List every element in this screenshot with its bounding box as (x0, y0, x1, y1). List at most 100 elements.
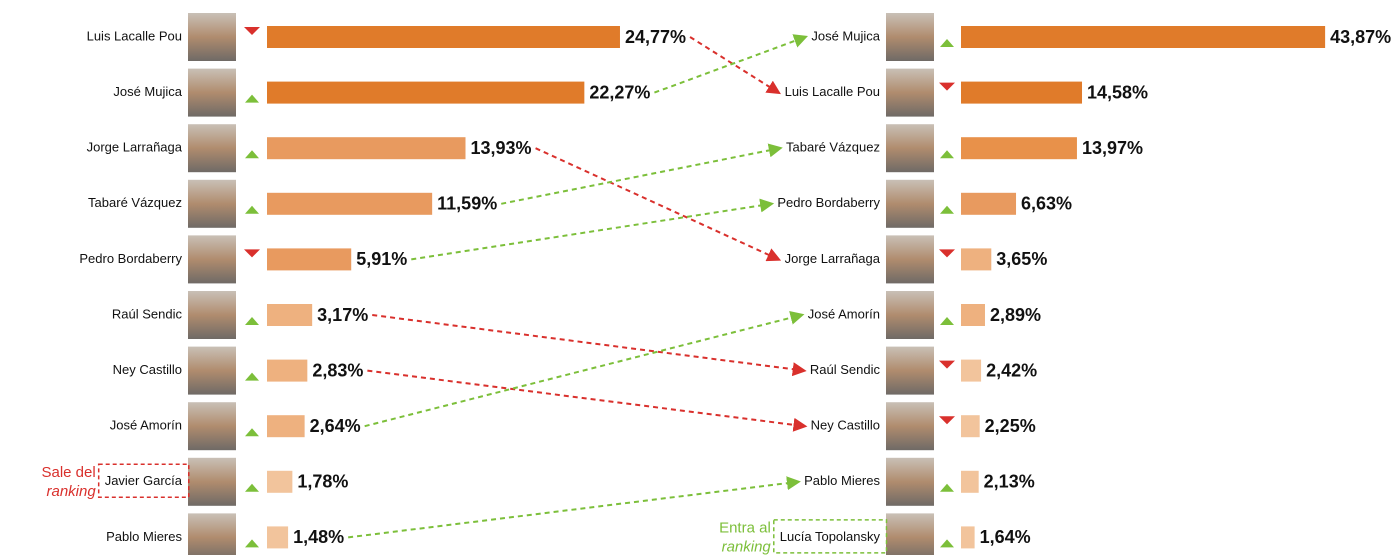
value-label: 6,63% (1021, 194, 1072, 214)
bar (961, 82, 1082, 104)
connector (372, 315, 804, 371)
value-label: 43,87% (1330, 27, 1391, 47)
value-label: 5,91% (356, 249, 407, 269)
category-label: Raúl Sendic (112, 306, 183, 321)
photo (886, 124, 934, 172)
bar (267, 360, 307, 382)
connector (536, 148, 779, 259)
photo (188, 513, 236, 555)
bar (267, 304, 312, 326)
value-label: 22,27% (589, 82, 650, 102)
bar (267, 526, 288, 548)
category-label: Tabaré Vázquez (786, 140, 880, 155)
bar (267, 82, 584, 104)
value-label: 2,64% (310, 416, 361, 436)
connector (367, 371, 804, 427)
trend-down (244, 27, 260, 35)
photo (188, 291, 236, 339)
bar (961, 415, 980, 437)
connector (501, 148, 780, 204)
category-label: Luis Lacalle Pou (785, 84, 880, 99)
trend-down (244, 249, 260, 257)
photo (188, 180, 236, 228)
photo (886, 180, 934, 228)
value-label: 2,83% (312, 360, 363, 380)
photo (188, 458, 236, 506)
value-label: 2,89% (990, 305, 1041, 325)
photo (886, 402, 934, 450)
bar (267, 248, 351, 270)
photo (188, 347, 236, 395)
connector (690, 37, 779, 93)
photo (188, 235, 236, 283)
trend-up (940, 317, 954, 325)
category-label: José Mujica (811, 28, 880, 43)
category-label: Lucía Topolansky (780, 529, 881, 544)
photo (188, 402, 236, 450)
bar (961, 26, 1325, 48)
trend-up (940, 150, 954, 158)
trend-down (939, 249, 955, 257)
category-label: Pedro Bordaberry (777, 195, 880, 210)
value-label: 24,77% (625, 27, 686, 47)
photo (886, 69, 934, 117)
category-label: Pedro Bordaberry (79, 251, 182, 266)
value-label: 11,59% (437, 194, 497, 214)
trend-up (940, 539, 954, 547)
value-label: 2,25% (985, 416, 1036, 436)
bar (267, 471, 292, 493)
photo (886, 458, 934, 506)
trend-up (940, 206, 954, 214)
category-label: Pablo Mieres (106, 529, 182, 544)
value-label: 3,17% (317, 305, 368, 325)
photo (886, 13, 934, 61)
category-label: José Amorín (808, 306, 880, 321)
trend-down (939, 83, 955, 91)
bar (961, 360, 981, 382)
trend-up (940, 39, 954, 47)
chart: Luis Lacalle Pou 24,77% José Mujica 22,27% J… (0, 0, 1398, 555)
value-label: 1,78% (297, 472, 348, 492)
trend-up (245, 373, 259, 381)
value-label: 1,64% (980, 527, 1031, 547)
category-label: José Amorín (110, 418, 182, 433)
trend-up (245, 150, 259, 158)
bar (961, 304, 985, 326)
value-label: 3,65% (996, 249, 1047, 269)
category-label: Tabaré Vázquez (88, 195, 182, 210)
bar (961, 471, 979, 493)
annotation-text: ranking (722, 538, 772, 555)
category-label: José Mujica (113, 84, 182, 99)
bar (267, 415, 305, 437)
trend-up (245, 428, 259, 436)
bar (267, 26, 620, 48)
photo (886, 513, 934, 555)
bar (267, 137, 466, 159)
category-label: Ney Castillo (811, 418, 880, 433)
trend-down (939, 416, 955, 424)
trend-up (245, 95, 259, 103)
trend-up (245, 539, 259, 547)
bar (961, 526, 975, 548)
category-label: Ney Castillo (113, 362, 182, 377)
photo (188, 124, 236, 172)
value-label: 14,58% (1087, 82, 1148, 102)
bar (267, 193, 432, 215)
value-label: 13,97% (1082, 138, 1143, 158)
category-label: Luis Lacalle Pou (87, 28, 182, 43)
photo (188, 69, 236, 117)
category-label: Javier García (105, 473, 183, 488)
photo (886, 291, 934, 339)
connector (365, 315, 802, 426)
value-label: 1,48% (293, 527, 344, 547)
category-label: Raúl Sendic (810, 362, 881, 377)
trend-down (939, 361, 955, 369)
trend-up (245, 317, 259, 325)
photo (188, 13, 236, 61)
trend-up (245, 206, 259, 214)
value-label: 2,42% (986, 360, 1037, 380)
bar (961, 193, 1016, 215)
annotation-text: Entra al (719, 519, 771, 536)
bar (961, 248, 991, 270)
photo (886, 347, 934, 395)
